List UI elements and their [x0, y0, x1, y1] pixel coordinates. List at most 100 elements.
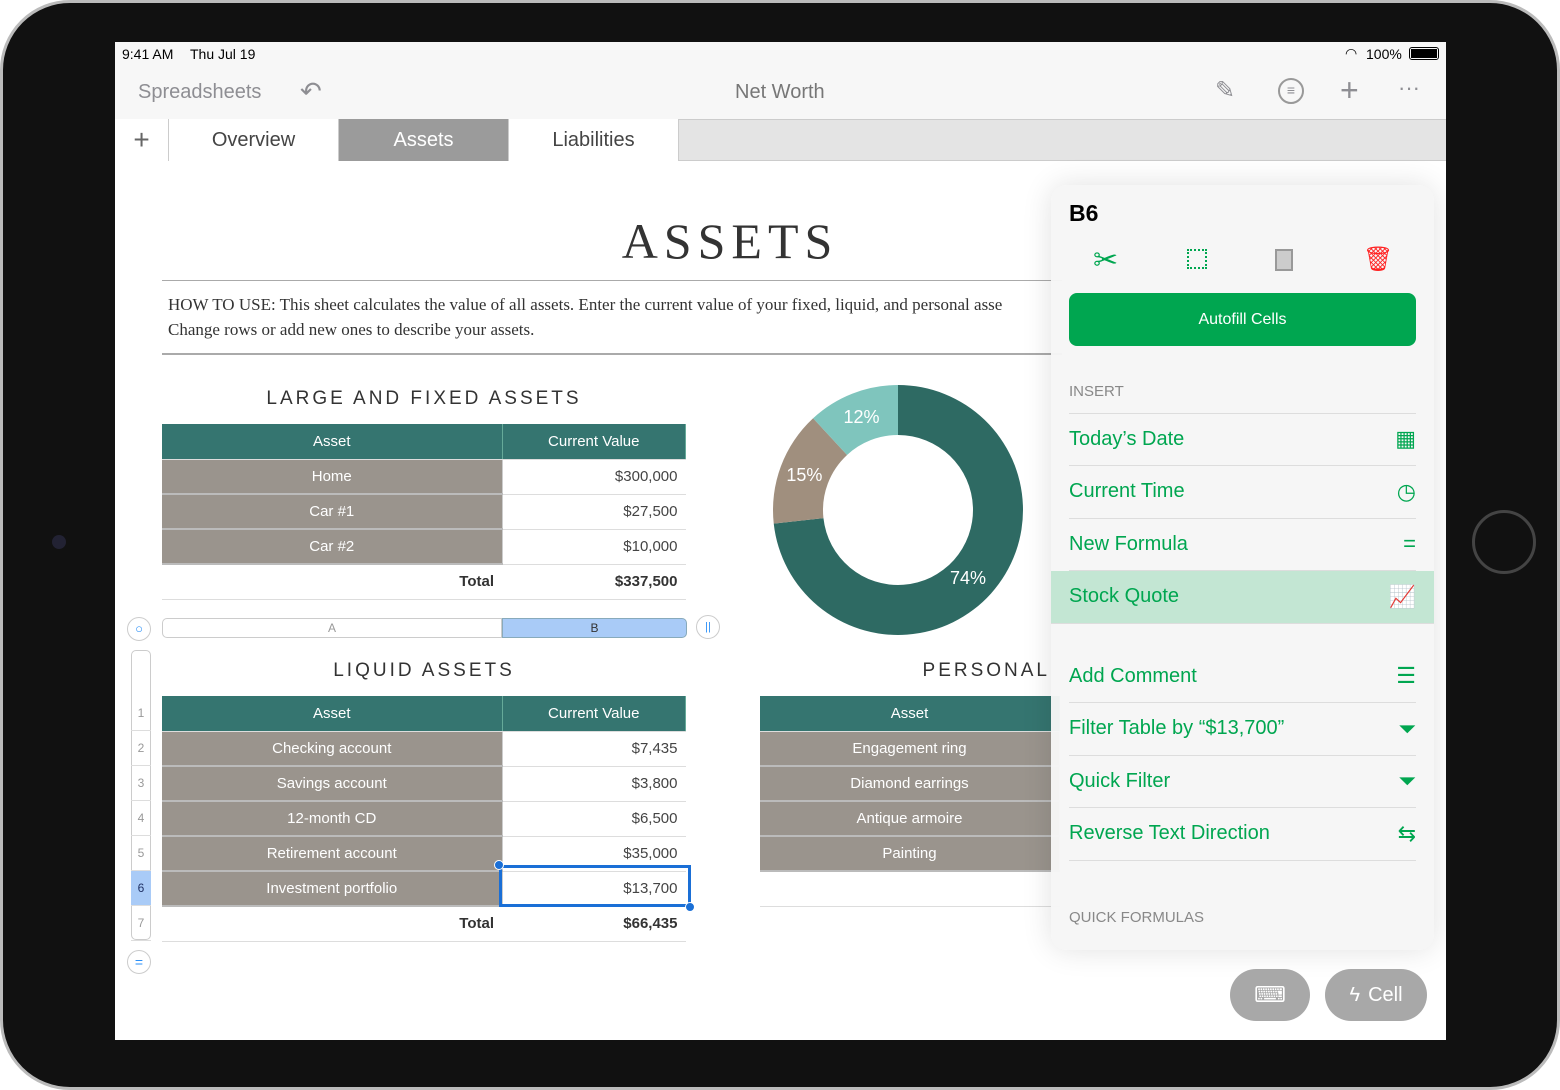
home-button[interactable]: [1472, 510, 1536, 574]
table-row: Home $300,000: [162, 459, 686, 495]
header-asset: Asset: [760, 696, 1060, 732]
autofill-cells-button[interactable]: Autofill Cells: [1069, 293, 1416, 346]
undo-icon[interactable]: ↶: [300, 76, 322, 106]
row-header[interactable]: 5: [131, 836, 151, 871]
cell[interactable]: Home: [162, 459, 503, 495]
table-row: Savings account $3,800: [162, 766, 686, 802]
cell[interactable]: Engagement ring: [760, 731, 1060, 767]
menu-item[interactable]: Filter Table by “$13,700” ⏷: [1069, 703, 1416, 756]
more-icon[interactable]: ···: [1398, 75, 1420, 100]
add-sheet-button[interactable]: +: [115, 119, 169, 161]
menu-item[interactable]: Today’s Date ▦: [1069, 413, 1416, 466]
cell[interactable]: $337,500: [502, 564, 686, 600]
cell[interactable]: $3,800: [502, 766, 686, 802]
cell[interactable]: Investment portfolio: [162, 871, 503, 907]
battery-icon: [1409, 47, 1439, 60]
menu-item-label: New Formula: [1069, 532, 1188, 555]
selection-handle[interactable]: [494, 860, 504, 870]
cell[interactable]: $66,435: [502, 906, 686, 942]
cell[interactable]: [760, 871, 1060, 907]
lightning-icon: ϟ: [1349, 983, 1361, 1006]
menu-item-label: Filter Table by “$13,700”: [1069, 717, 1285, 739]
reverse-arrows-icon: ⇆: [1397, 820, 1416, 846]
stock-chart-icon: 📈: [1388, 583, 1416, 609]
keyboard-button[interactable]: ⌨: [1230, 969, 1310, 1021]
donut-chart: 74% 15% 12%: [773, 385, 1023, 635]
table-row: Investment portfolio $13,700: [162, 871, 686, 907]
cell[interactable]: Antique armoire: [760, 801, 1060, 837]
cell[interactable]: Car #1: [162, 494, 503, 530]
cell[interactable]: $13,700: [502, 871, 686, 907]
status-date: Thu Jul 19: [190, 46, 256, 62]
tab-assets[interactable]: Assets: [339, 119, 509, 161]
paste-icon[interactable]: [1275, 249, 1293, 271]
cell[interactable]: 12-month CD: [162, 801, 503, 837]
row-header[interactable]: 3: [131, 766, 151, 801]
menu-item-label: Current Time: [1069, 480, 1185, 502]
liquid-assets-table: Asset Current Value Checking account $7,43…: [162, 696, 686, 942]
donut-slice[interactable]: [773, 418, 848, 524]
cell[interactable]: $10,000: [502, 529, 686, 565]
donut-slice[interactable]: [813, 385, 898, 455]
cell[interactable]: $300,000: [502, 459, 686, 495]
table-row: Antique armoire: [760, 801, 1060, 837]
cell[interactable]: $6,500: [502, 801, 686, 837]
row-header[interactable]: 1: [131, 696, 151, 731]
selection-handle[interactable]: [685, 902, 695, 912]
header-asset: Asset: [162, 424, 503, 460]
sheet-title: ASSETS: [621, 213, 839, 269]
slice-label: 12%: [844, 407, 880, 427]
cell[interactable]: Checking account: [162, 731, 503, 767]
cell[interactable]: Retirement account: [162, 836, 503, 872]
how-to-text-2: Change rows or add new ones to describe …: [168, 320, 535, 339]
column-header-b[interactable]: B: [502, 618, 687, 638]
header-value: Current Value: [502, 696, 686, 732]
row-header[interactable]: 2: [131, 731, 151, 766]
cell[interactable]: Savings account: [162, 766, 503, 802]
row-header[interactable]: 6: [131, 871, 151, 906]
cell[interactable]: Diamond earrings: [760, 766, 1060, 802]
menu-item[interactable]: Reverse Text Direction ⇆: [1069, 808, 1416, 861]
trash-icon[interactable]: 🗑: [1363, 246, 1394, 273]
table-select-handle[interactable]: ○: [127, 617, 151, 641]
row-header[interactable]: 4: [131, 801, 151, 836]
filter-icon[interactable]: ≡: [1278, 78, 1304, 104]
cell-format-button[interactable]: ϟ Cell: [1325, 969, 1427, 1021]
copy-icon[interactable]: [1187, 249, 1207, 269]
add-row-handle[interactable]: =: [127, 950, 151, 974]
table-row: Engagement ring: [760, 731, 1060, 767]
menu-item-label: Quick Filter: [1069, 769, 1171, 792]
menu-item[interactable]: Add Comment ☰: [1069, 650, 1416, 703]
table-row: 12-month CD $6,500: [162, 801, 686, 837]
cell[interactable]: Car #2: [162, 529, 503, 565]
menu-item[interactable]: Stock Quote 📈: [1051, 570, 1434, 624]
add-column-handle[interactable]: ||: [696, 615, 720, 639]
cell[interactable]: Painting: [760, 836, 1060, 872]
selected-cell-b6[interactable]: [499, 865, 691, 907]
menu-item[interactable]: New Formula =: [1069, 518, 1416, 571]
tab-liabilities[interactable]: Liabilities: [509, 119, 679, 161]
cell[interactable]: $27,500: [502, 494, 686, 530]
column-header-a[interactable]: A: [162, 618, 502, 638]
cell[interactable]: Total: [162, 564, 502, 600]
cut-icon[interactable]: ✂: [1093, 244, 1119, 277]
cell[interactable]: Total: [162, 906, 502, 942]
filter-icon: ⏷: [1398, 715, 1416, 741]
menu-item[interactable]: Quick Filter ⏷: [1069, 755, 1416, 808]
cell[interactable]: $7,435: [502, 731, 686, 767]
row-header[interactable]: 7: [131, 906, 151, 941]
format-brush-icon[interactable]: ✎: [1215, 77, 1236, 104]
tab-overview[interactable]: Overview: [169, 119, 339, 161]
add-icon[interactable]: +: [1340, 72, 1359, 108]
back-to-spreadsheets[interactable]: Spreadsheets: [138, 81, 262, 103]
fixed-assets-table: Asset Current Value Home $300,000 Car #1 $2…: [162, 424, 686, 600]
donut-slice[interactable]: [773, 385, 1023, 635]
wifi-icon: ◠: [1345, 45, 1358, 61]
header-asset: Asset: [162, 696, 503, 732]
keyboard-icon: ⌨: [1254, 982, 1286, 1007]
comment-icon: ☰: [1396, 663, 1416, 688]
battery-level: 100%: [1366, 46, 1402, 62]
menu-item[interactable]: Current Time ◷: [1069, 466, 1416, 519]
table-row: Car #1 $27,500: [162, 494, 686, 530]
liquid-assets-title: LIQUID ASSETS: [333, 660, 515, 681]
